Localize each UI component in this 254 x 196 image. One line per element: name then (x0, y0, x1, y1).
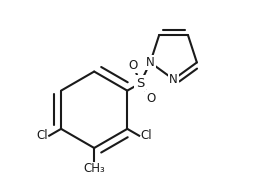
Text: Cl: Cl (140, 129, 151, 142)
Text: CH₃: CH₃ (83, 162, 105, 175)
Text: N: N (145, 56, 154, 69)
Text: N: N (168, 73, 177, 86)
Text: Cl: Cl (37, 129, 48, 142)
Text: S: S (136, 77, 144, 90)
Text: O: O (146, 92, 155, 104)
Text: O: O (128, 59, 137, 72)
